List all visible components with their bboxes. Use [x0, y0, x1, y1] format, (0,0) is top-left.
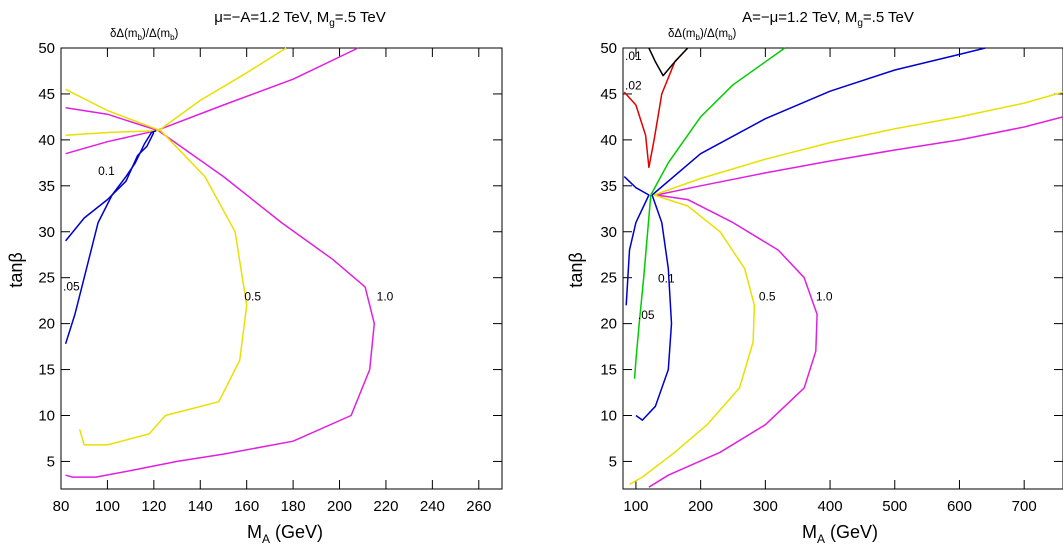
right-y-tick-label: 20: [600, 316, 617, 333]
left-level-labels: 1.0 0.5 0.1 .05: [63, 164, 394, 304]
right-x-tick-label: 500: [882, 498, 907, 515]
left-y-tick-label: 45: [38, 86, 55, 103]
left-x-axis-label: MA (GeV): [247, 522, 323, 546]
right-contour-label: .05: [638, 308, 655, 322]
left-contour-1p0: [65, 47, 359, 155]
left-contour-0p5: [65, 47, 287, 137]
right-contour-0p1: [651, 47, 986, 196]
right-title: A=−μ=1.2 TeV, Mg=.5 TeV: [742, 9, 914, 29]
left-y-tick-label: 20: [38, 316, 55, 333]
right-y-tick-label: 50: [600, 40, 617, 57]
left-y-tick-label: 50: [38, 40, 55, 57]
right-x-tick-label: 600: [947, 498, 972, 515]
right-y-tick-label: 15: [600, 362, 617, 379]
left-title: μ=−A=1.2 TeV, Mg=.5 TeV: [214, 9, 386, 29]
left-axis-ticks: 80 100 120 140 160 180 200 220 240 260 5 10 15 20 25 30…: [38, 40, 502, 515]
left-x-tick-label: 200: [327, 498, 352, 515]
right-x-tick-label: 700: [1012, 498, 1037, 515]
left-y-tick-label: 5: [47, 453, 55, 470]
right-y-tick-label: 35: [600, 178, 617, 195]
right-contour-p05: [633, 194, 652, 379]
left-x-tick-label: 160: [234, 498, 259, 515]
left-y-tick-label: 10: [38, 408, 55, 425]
left-contour-0p1: [65, 132, 155, 242]
right-y-tick-label: 30: [600, 224, 617, 241]
right-axis-ticks: 100 200 300 400 500 600 700 5 10 15 20 25 30 35 40 45 50: [600, 40, 1063, 515]
right-x-tick-label: 100: [623, 498, 648, 515]
right-y-tick-label: 45: [600, 86, 617, 103]
right-y-axis-label: tanβ: [566, 252, 586, 287]
left-x-tick-label: 180: [281, 498, 306, 515]
right-y-tick-label: 25: [600, 270, 617, 287]
left-y-tick-label: 35: [38, 178, 55, 195]
right-contour-label: 0.5: [759, 290, 776, 304]
right-contour-0p1: [623, 176, 650, 306]
left-contour-label: 0.1: [98, 164, 115, 178]
right-x-axis-label: MA (GeV): [802, 522, 878, 546]
left-x-tick-label: 100: [95, 498, 120, 515]
left-contour-1p0: [65, 106, 376, 478]
right-contour-0p5: [629, 194, 756, 486]
right-y-tick-label: 5: [609, 453, 617, 470]
right-contour-label: .02: [625, 78, 642, 92]
left-quantity-label: δΔ(mb)/Δ(mb): [110, 28, 179, 42]
left-x-tick-label: 80: [53, 498, 70, 515]
right-y-tick-label: 40: [600, 132, 617, 149]
right-level-labels: 1.0 0.5 0.1 .05 .02 .01: [625, 49, 833, 322]
right-contours: [623, 47, 1063, 488]
right-x-tick-label: 300: [753, 498, 778, 515]
left-y-tick-label: 25: [38, 270, 55, 287]
right-contour-1p0: [656, 116, 1063, 196]
right-contour-p05: [650, 47, 786, 196]
left-y-axis-label: tanβ: [6, 252, 26, 287]
right-y-tick-label: 10: [600, 408, 617, 425]
right-contour-0p1: [635, 194, 673, 421]
left-contour-label: 1.0: [377, 290, 394, 304]
right-contour-p02: [623, 47, 689, 169]
right-contour-label: 0.1: [658, 271, 675, 285]
left-y-tick-label: 40: [38, 132, 55, 149]
left-x-tick-label: 140: [188, 498, 213, 515]
left-contour-label: .05: [63, 280, 80, 294]
right-contour-1p0: [648, 194, 818, 488]
left-x-tick-label: 120: [141, 498, 166, 515]
left-contour-0p1: [64, 129, 157, 345]
left-x-tick-label: 260: [466, 498, 491, 515]
left-x-tick-label: 240: [420, 498, 445, 515]
left-y-tick-label: 15: [38, 362, 55, 379]
right-x-tick-label: 200: [688, 498, 713, 515]
right-quantity-label: δΔ(mb)/Δ(mb): [668, 28, 737, 42]
right-contour-0p5: [653, 91, 1063, 196]
left-contours: [64, 47, 376, 478]
left-x-tick-label: 220: [373, 498, 398, 515]
right-contour-label: .01: [625, 49, 642, 63]
right-contour-label: 1.0: [816, 290, 833, 304]
left-contour-label: 0.5: [244, 290, 261, 304]
right-panel: A=−μ=1.2 TeV, Mg=.5 TeV δΔ(mb)/Δ(mb) 100…: [566, 9, 1063, 546]
right-contour-p01: [648, 47, 689, 77]
left-plot-frame: [60, 47, 503, 490]
left-contour-0p5: [65, 88, 248, 446]
left-panel: μ=−A=1.2 TeV, Mg=.5 TeV δΔ(mb)/Δ(mb) 80 1…: [6, 9, 503, 546]
right-plot-frame: [622, 47, 1063, 490]
left-y-tick-label: 30: [38, 224, 55, 241]
right-x-tick-label: 400: [818, 498, 843, 515]
